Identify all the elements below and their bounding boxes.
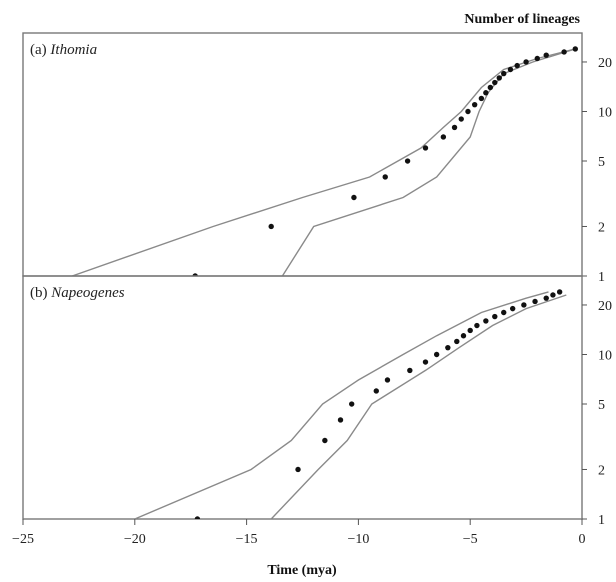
- x-tick-label: −20: [124, 532, 146, 547]
- data-point: [550, 292, 556, 298]
- x-tick-label: −15: [236, 532, 258, 547]
- panel-frame: [22, 32, 583, 277]
- data-point: [373, 388, 379, 394]
- panel-label: (a) Ithomia: [30, 42, 97, 58]
- data-point: [471, 101, 478, 108]
- y-tick-label: 10: [598, 105, 612, 120]
- data-point: [521, 302, 527, 308]
- data-point: [454, 338, 460, 345]
- data-point: [351, 194, 357, 201]
- panel-label-prefix: (a): [30, 42, 50, 58]
- data-point: [492, 313, 498, 320]
- panel-label-name: Napeogenes: [50, 285, 124, 301]
- y-tick-label: 20: [598, 56, 612, 71]
- data-point: [337, 417, 344, 423]
- data-point: [543, 295, 549, 301]
- data-point: [460, 333, 467, 339]
- data-point: [507, 66, 514, 73]
- data-point: [465, 108, 471, 115]
- y-tick-label: 2: [598, 220, 605, 235]
- data-point: [501, 70, 507, 77]
- data-point: [509, 305, 516, 312]
- x-tick-label: −5: [463, 532, 478, 547]
- data-point: [523, 59, 529, 65]
- data-point: [514, 62, 520, 69]
- data-point: [268, 223, 274, 230]
- data-point: [561, 49, 567, 55]
- data-point: [487, 84, 494, 91]
- data-point: [501, 309, 507, 316]
- x-tick-label: 0: [579, 532, 586, 547]
- y-axis-title: Number of lineages: [464, 12, 580, 27]
- data-point: [384, 377, 391, 383]
- x-tick-label: −25: [12, 532, 34, 547]
- data-point: [404, 158, 411, 164]
- data-point: [532, 298, 538, 305]
- panel-label: (b) Napeogenes: [30, 285, 125, 301]
- x-tick-label: −10: [347, 532, 369, 547]
- data-point: [543, 52, 549, 58]
- lower-envelope-line: [281, 48, 576, 276]
- data-point: [295, 466, 301, 473]
- data-point: [322, 437, 328, 444]
- data-point: [458, 116, 464, 122]
- data-point: [433, 351, 440, 358]
- x-axis: −25 −20 −15 −10 −5 0: [12, 519, 586, 547]
- x-axis-title: Time (mya): [267, 563, 337, 578]
- data-point: [483, 318, 489, 324]
- data-point: [483, 90, 489, 96]
- y-tick-label: 5: [598, 398, 605, 413]
- data-point: [407, 367, 413, 374]
- data-point: [194, 516, 201, 519]
- panel-label-prefix: (b): [30, 285, 51, 301]
- data-point: [572, 46, 578, 52]
- data-point: [382, 174, 388, 180]
- y-tick-label: 10: [598, 348, 612, 363]
- upper-envelope-line: [71, 48, 576, 276]
- data-point: [467, 327, 473, 334]
- y-tick-label: 2: [598, 463, 605, 478]
- lower-envelope-line: [270, 294, 567, 519]
- data-point: [478, 95, 485, 102]
- panel-a: (a) Ithomia 1 2 5 10 20: [22, 32, 612, 285]
- y-tick-label: 5: [598, 155, 605, 170]
- upper-envelope-line: [134, 291, 549, 519]
- data-point: [348, 401, 355, 407]
- data-point: [422, 145, 429, 151]
- data-point: [474, 322, 480, 329]
- y-tick-label: 1: [598, 270, 605, 285]
- panel-frame: [22, 275, 583, 520]
- y-tick-label: 20: [598, 299, 612, 314]
- panels: (a) Ithomia 1 2 5 10 20 (b) Napeogenes 1 2 5 10 20: [22, 32, 612, 528]
- plot-area: [71, 46, 578, 276]
- y-tick-label: 1: [598, 513, 605, 528]
- panel-label-name: Ithomia: [49, 42, 97, 58]
- data-point: [422, 359, 429, 365]
- data-point: [451, 124, 458, 131]
- plot-area: [134, 289, 567, 519]
- data-point: [496, 75, 502, 81]
- data-point: [534, 55, 540, 62]
- data-point: [492, 79, 498, 86]
- data-point: [556, 289, 563, 295]
- data-point: [440, 134, 447, 140]
- panel-b: (b) Napeogenes 1 2 5 10 20: [22, 275, 612, 528]
- data-point: [445, 344, 451, 351]
